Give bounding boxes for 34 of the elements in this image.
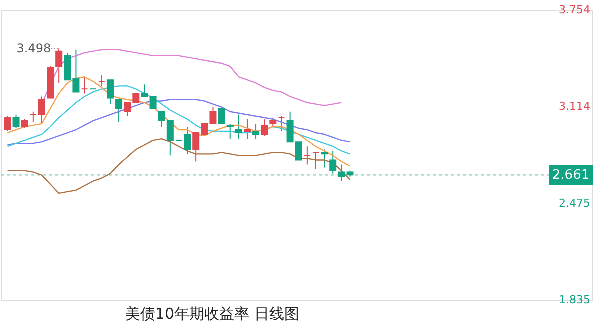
candlestick [98, 75, 106, 87]
y-tick-label: 2.475 [559, 196, 590, 210]
candlestick [244, 118, 251, 140]
candlestick [312, 152, 320, 170]
candlestick [252, 123, 260, 140]
candlestick [12, 114, 20, 129]
candlestick [81, 76, 88, 94]
candlestick [226, 123, 234, 140]
candlestick [4, 116, 12, 132]
y-tick-label: 3.754 [559, 4, 590, 16]
candlestick [261, 118, 268, 137]
line-series [7, 76, 351, 167]
candlestick [38, 96, 46, 124]
line-series [7, 99, 351, 146]
candlestick [235, 114, 242, 140]
candlestick [278, 116, 286, 132]
candlestick [141, 84, 148, 98]
candlestick [218, 108, 226, 124]
candlestick [321, 149, 328, 168]
candlestick [184, 126, 192, 155]
candlestick [150, 96, 157, 110]
candlestick [304, 146, 311, 166]
candlestick [330, 150, 337, 174]
y-tick-label: 3.114 [559, 100, 590, 114]
y-tick-label: 1.835 [559, 294, 590, 306]
candlestick [21, 118, 28, 129]
candlestick [106, 80, 114, 105]
candlestick [270, 117, 277, 128]
ref-line-label: 2.661 [552, 168, 590, 184]
candlestick [30, 111, 37, 123]
annotation: 3.498 [16, 42, 52, 56]
text: 美债10年期收益率 日线图 [125, 305, 300, 323]
candlestick [56, 48, 63, 84]
candlestick [116, 99, 123, 123]
